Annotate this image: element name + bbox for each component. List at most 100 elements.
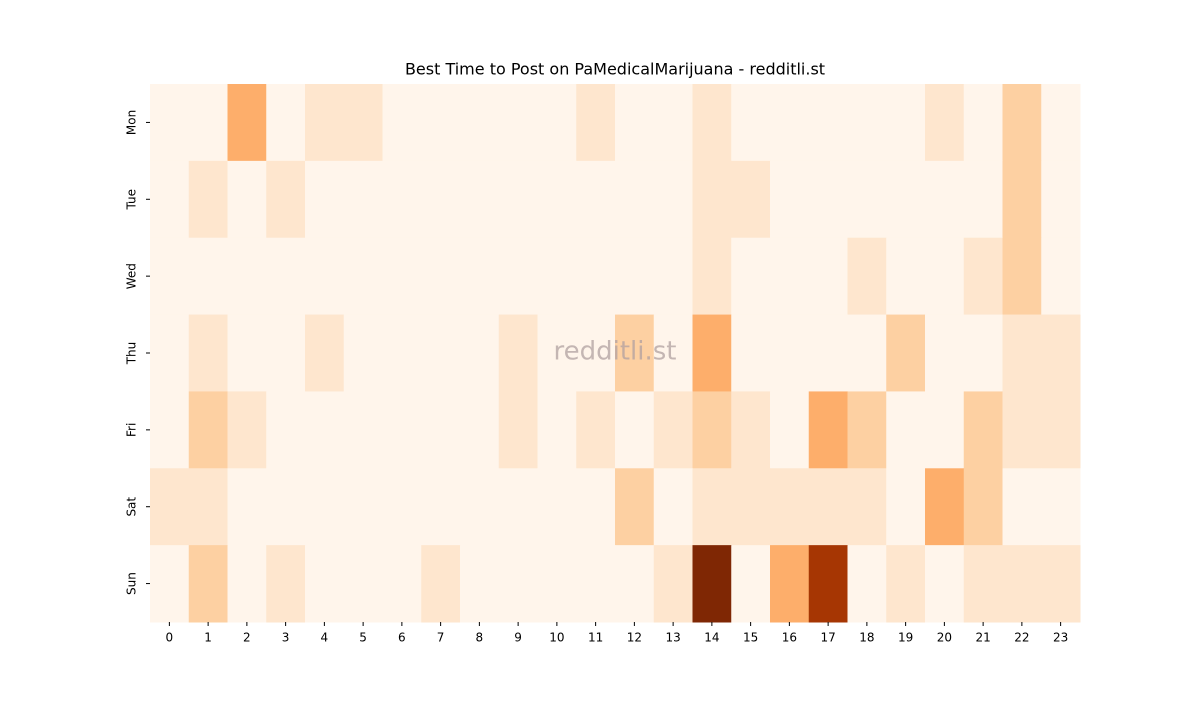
heat-cell bbox=[188, 468, 228, 546]
heat-cell bbox=[1002, 237, 1042, 316]
y-tick-label: Sun bbox=[125, 572, 139, 595]
heat-cell bbox=[731, 391, 771, 469]
x-tick-label: 21 bbox=[975, 631, 990, 645]
axes: 0 1 2 3 4 5 6 7 8 9 10 11 12 13 14 15 16 17 18 19 20 21 22 23Mo… bbox=[125, 110, 1069, 645]
heat-cell bbox=[770, 468, 810, 546]
heat-cell bbox=[150, 391, 190, 469]
x-tick-label: 7 bbox=[437, 631, 445, 645]
heat-cell bbox=[770, 314, 810, 392]
heat-cell bbox=[770, 237, 810, 316]
x-tick-label: 10 bbox=[549, 631, 564, 645]
heat-cell bbox=[537, 237, 577, 316]
heat-cell bbox=[188, 314, 228, 392]
heat-cell bbox=[653, 391, 693, 469]
heat-cell bbox=[460, 160, 500, 239]
heat-cell bbox=[537, 314, 577, 392]
x-tick-label: 14 bbox=[704, 631, 719, 645]
heat-cell bbox=[150, 468, 190, 546]
heat-cell bbox=[498, 468, 538, 546]
heat-cell bbox=[731, 84, 771, 162]
x-tick-label: 19 bbox=[898, 631, 913, 645]
heat-cell bbox=[615, 391, 655, 469]
heat-cell bbox=[343, 545, 383, 623]
heat-cell bbox=[537, 84, 577, 162]
heat-cell bbox=[1041, 160, 1081, 239]
heat-cell bbox=[305, 237, 345, 316]
heat-cell bbox=[498, 237, 538, 316]
x-tick-label: 8 bbox=[476, 631, 484, 645]
heat-cell bbox=[692, 237, 732, 316]
heat-cell bbox=[382, 160, 422, 239]
heat-cell bbox=[692, 545, 732, 623]
heat-cell bbox=[1002, 468, 1042, 546]
heat-cell bbox=[808, 160, 848, 239]
heat-cell bbox=[653, 237, 693, 316]
x-tick-label: 0 bbox=[166, 631, 174, 645]
heat-cell bbox=[963, 545, 1003, 623]
heat-cell bbox=[537, 160, 577, 239]
watermark: redditli.st bbox=[554, 337, 677, 367]
heat-cell bbox=[382, 545, 422, 623]
heat-cell bbox=[150, 545, 190, 623]
heat-cell bbox=[653, 84, 693, 162]
heat-cell bbox=[266, 84, 306, 162]
heat-cell bbox=[886, 545, 926, 623]
x-tick-label: 12 bbox=[627, 631, 642, 645]
heat-cell bbox=[150, 314, 190, 392]
x-tick-label: 2 bbox=[243, 631, 251, 645]
heat-cell bbox=[460, 84, 500, 162]
heat-cell bbox=[382, 84, 422, 162]
heat-cell bbox=[460, 545, 500, 623]
heat-cell bbox=[576, 84, 616, 162]
heat-cell bbox=[1041, 545, 1081, 623]
heat-cell bbox=[615, 468, 655, 546]
heat-cell bbox=[886, 237, 926, 316]
heat-cell bbox=[305, 84, 345, 162]
y-tick-label: Sat bbox=[125, 497, 139, 517]
heat-cell bbox=[188, 545, 228, 623]
heat-cell bbox=[886, 391, 926, 469]
heat-cell bbox=[576, 391, 616, 469]
heat-cell bbox=[266, 468, 306, 546]
heat-cell bbox=[653, 160, 693, 239]
heat-cell bbox=[1002, 314, 1042, 392]
x-tick-label: 18 bbox=[859, 631, 874, 645]
heat-cell bbox=[305, 468, 345, 546]
heat-cell bbox=[731, 545, 771, 623]
heat-cell bbox=[847, 160, 887, 239]
heat-cell bbox=[615, 545, 655, 623]
heat-cell bbox=[188, 391, 228, 469]
x-tick-label: 11 bbox=[588, 631, 603, 645]
x-tick-label: 5 bbox=[359, 631, 367, 645]
heat-cell bbox=[1041, 84, 1081, 162]
heat-cell bbox=[770, 391, 810, 469]
heat-cell bbox=[266, 391, 306, 469]
x-tick-label: 3 bbox=[282, 631, 290, 645]
heat-cell bbox=[421, 468, 461, 546]
heat-cell bbox=[576, 468, 616, 546]
heat-cell bbox=[1002, 391, 1042, 469]
heat-cell bbox=[847, 314, 887, 392]
heat-cell bbox=[150, 237, 190, 316]
heat-cell bbox=[615, 314, 655, 392]
heat-cell bbox=[692, 314, 732, 392]
heat-cell bbox=[615, 160, 655, 239]
heat-cell bbox=[382, 468, 422, 546]
heat-cell bbox=[227, 84, 267, 162]
heat-cell bbox=[150, 84, 190, 162]
heat-cell bbox=[421, 237, 461, 316]
heat-cell bbox=[266, 314, 306, 392]
heat-cell bbox=[963, 160, 1003, 239]
heat-cell bbox=[498, 314, 538, 392]
heat-cell bbox=[576, 160, 616, 239]
heat-cell bbox=[925, 314, 965, 392]
heat-cell bbox=[847, 84, 887, 162]
heat-cell bbox=[847, 545, 887, 623]
heat-cell bbox=[770, 84, 810, 162]
x-tick-label: 16 bbox=[782, 631, 797, 645]
heat-cell bbox=[227, 391, 267, 469]
heat-cell bbox=[460, 237, 500, 316]
heat-cell bbox=[537, 545, 577, 623]
heat-cell bbox=[925, 160, 965, 239]
heat-cell bbox=[421, 314, 461, 392]
